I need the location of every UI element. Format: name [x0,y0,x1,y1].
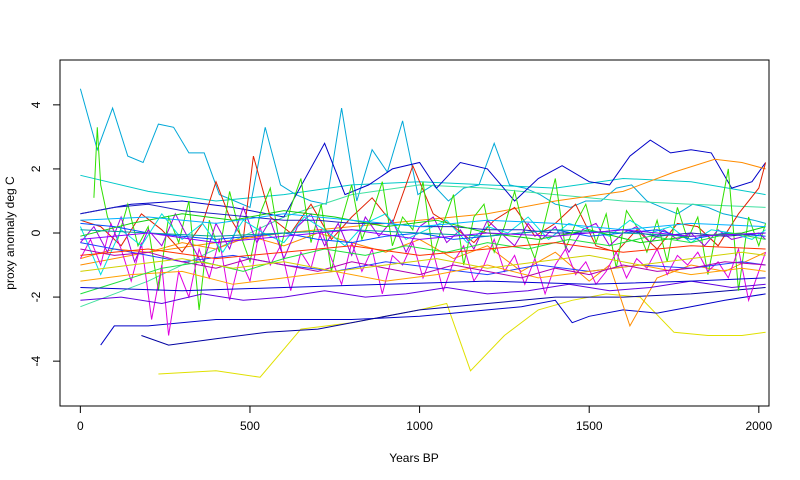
series-line-1 [79,88,766,224]
series-line-6 [141,287,766,346]
series-line-24 [80,251,766,272]
y-axis-label: proxy anomaly deg C [3,176,17,290]
series-line-23 [80,280,766,305]
x-tick-label-0: 0 [77,419,84,433]
series-line-19 [80,264,766,285]
series-line-28 [80,277,766,292]
series-line-22 [80,232,766,295]
x-tick-label-2000: 2000 [745,419,772,433]
series-line-5 [100,293,766,346]
x-tick-label-1500: 1500 [576,419,603,433]
series-line-3 [80,184,766,308]
series-line-10 [80,232,766,328]
y-tick-label--2: -2 [29,291,43,302]
y-axis: -4 -2 0 2 4 [29,101,61,366]
series-line-18 [80,210,766,244]
series-line-12 [79,221,767,336]
y-tick-label-0: 0 [29,229,43,236]
series-line-2 [80,174,766,202]
series-line-17 [80,242,766,276]
y-tick-label--4: -4 [29,355,43,366]
series-line-25 [80,242,766,260]
series-layer [79,88,767,378]
series-line-4 [158,293,766,378]
x-tick-label-500: 500 [240,419,260,433]
x-axis: 0 500 1000 1500 2000 [77,405,772,433]
y-tick-label-2: 2 [29,165,43,172]
series-line-21 [80,229,766,237]
series-line-8 [80,158,766,266]
x-axis-label: Years BP [389,451,439,465]
y-tick-label-4: 4 [29,101,43,108]
series-line-27 [80,229,766,244]
series-line-20 [80,248,766,279]
series-line-26 [80,213,766,231]
series-line-7 [80,139,767,218]
series-line-14 [79,212,766,276]
x-tick-label-1000: 1000 [406,419,433,433]
